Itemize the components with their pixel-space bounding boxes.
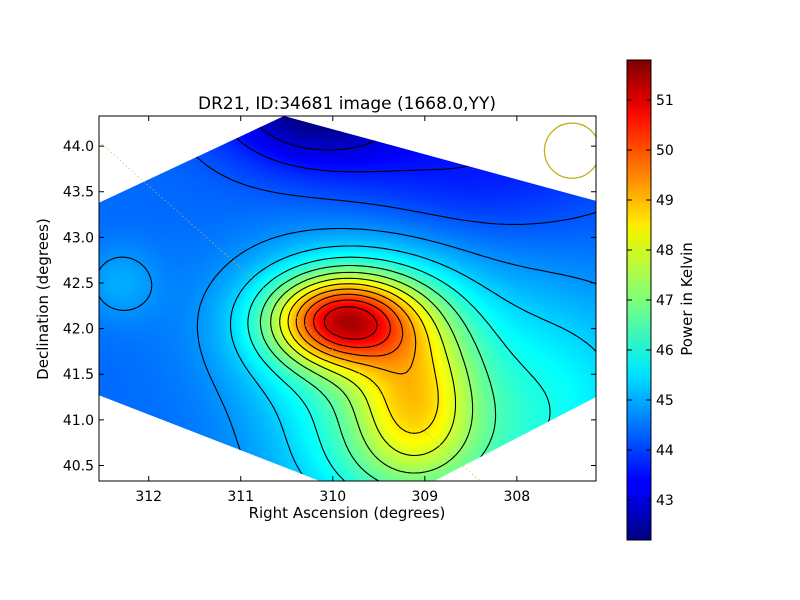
plot-frame	[98, 115, 597, 482]
y-tick-label: 42.0	[63, 322, 94, 338]
colorbar-axis: 43 44 45 46 47 48 49 50 51	[627, 93, 674, 509]
x-tick-label: 311	[227, 489, 254, 505]
contour-level-11	[303, 293, 404, 357]
colorbar-label: Power in Kelvin	[678, 242, 696, 356]
chart-title: DR21, ID:34681 image (1668.0,YY)	[198, 94, 496, 114]
y-tick-label: 43.0	[63, 230, 94, 246]
contour-level-8	[279, 277, 457, 457]
y-tick-label: 42.5	[63, 276, 94, 292]
x-axis-label: Right Ascension (degrees)	[249, 504, 446, 522]
colorbar-tick-label: 44	[656, 443, 674, 459]
colorbar: 43 44 45 46 47 48 49 50 51 Power in Kelvin	[626, 59, 696, 541]
colorbar-tick-label: 51	[656, 93, 674, 109]
x-tick-label: 310	[319, 489, 346, 505]
y-tick-label: 41.0	[63, 413, 94, 429]
beam-circle	[543, 122, 596, 179]
x-tick-label: 309	[411, 489, 438, 505]
colorbar-tick-label: 48	[656, 243, 674, 259]
contour-level-9	[287, 283, 439, 434]
y-axis: 40.5 41.0 41.5 42.0 42.5 43.0 43.5 44.0	[63, 139, 596, 474]
y-tick-label: 43.5	[63, 185, 94, 201]
contour-level-6	[259, 264, 497, 481]
contour-level-7	[270, 271, 474, 474]
x-axis: 312 311 310 309 308	[135, 116, 530, 505]
y-tick-label: 40.5	[63, 458, 94, 474]
y-tick-label: 44.0	[63, 139, 94, 155]
colorbar-tick-label: 50	[656, 143, 674, 159]
colorbar-tick-label: 45	[656, 393, 674, 409]
y-axis-label: Declination (degrees)	[34, 218, 52, 380]
contour-level-13	[323, 306, 378, 340]
colorbar-tick-label: 43	[656, 493, 674, 509]
contour-level-3	[99, 227, 596, 481]
y-tick-label: 41.5	[63, 367, 94, 383]
colorbar-tick-label: 49	[656, 193, 674, 209]
contour-level-12	[312, 299, 391, 349]
colorbar-tick-label: 46	[656, 343, 674, 359]
x-tick-label: 312	[135, 489, 162, 505]
contour-level-10	[295, 288, 417, 375]
x-tick-label: 308	[503, 489, 530, 505]
colorbar-tick-label: 47	[656, 293, 674, 309]
contour-level-4	[229, 245, 596, 481]
contour-level-5	[247, 256, 551, 481]
plot-area	[99, 116, 596, 481]
